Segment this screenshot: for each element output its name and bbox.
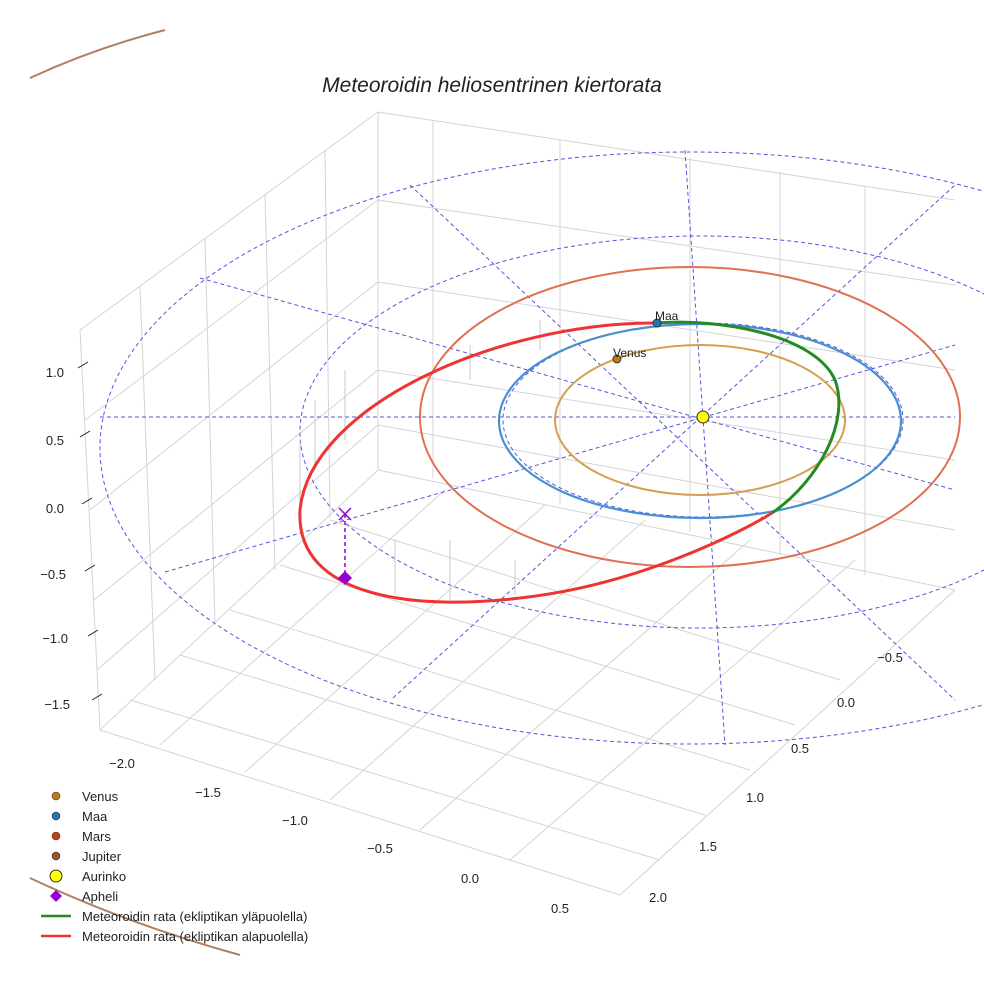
legend: Venus Maa Mars Jupiter Aurinko Apheli Meteoroi… — [36, 786, 308, 946]
earth-marker — [652, 318, 662, 328]
y-tick-label: 1.5 — [699, 839, 717, 854]
sun-marker — [696, 410, 710, 424]
x-tick-label: 0.0 — [461, 871, 479, 886]
legend-item: Meteoroidin rata (ekliptikan alapuolella… — [36, 926, 308, 946]
legend-marker-icon — [36, 869, 76, 883]
y-tick-label: 1.0 — [746, 790, 764, 805]
z-tick-label: −1.0 — [42, 631, 68, 646]
x-tick-label: −1.0 — [282, 813, 308, 828]
chart-title: Meteoroidin heliosentrinen kiertorata — [322, 74, 662, 97]
legend-item: Venus — [36, 786, 308, 806]
legend-label: Maa — [82, 808, 108, 824]
legend-marker-icon — [36, 889, 76, 903]
legend-marker-icon — [36, 851, 76, 861]
x-tick-label: −1.5 — [195, 785, 221, 800]
x-tick-label: 0.5 — [551, 901, 569, 916]
jupiter-orbit-arc — [29, 877, 241, 956]
mars-orbit — [419, 266, 961, 568]
grid-lines — [79, 111, 956, 896]
legend-item: Mars — [36, 826, 308, 846]
legend-marker-icon — [36, 811, 76, 821]
legend-label: Meteoroidin rata (ekliptikan yläpuolella… — [82, 908, 308, 924]
z-tick-label: 0.0 — [46, 501, 64, 516]
aphelion-projection-marker — [338, 507, 352, 521]
legend-item: Aurinko — [36, 866, 308, 886]
y-tick-label: −0.5 — [877, 650, 903, 665]
legend-item: Maa — [36, 806, 308, 826]
meteoroid-orbit-below — [298, 321, 773, 604]
jupiter-orbit-arc — [29, 29, 166, 79]
legend-marker-icon — [36, 913, 76, 919]
venus-orbit — [554, 344, 846, 496]
y-tick-label: 2.0 — [649, 890, 667, 905]
tick-marks — [77, 361, 103, 701]
legend-marker-icon — [36, 933, 76, 939]
venus-marker — [612, 354, 622, 364]
aphelion-marker — [338, 571, 352, 585]
meteoroid-stems — [299, 320, 541, 600]
meteoroid-orbit-above — [656, 320, 841, 515]
z-tick-label: −0.5 — [40, 567, 66, 582]
y-tick-label: 0.0 — [837, 695, 855, 710]
legend-marker-icon — [36, 791, 76, 801]
x-tick-label: −0.5 — [367, 841, 393, 856]
legend-marker-icon — [36, 831, 76, 841]
legend-label: Aurinko — [82, 868, 127, 884]
legend-item: Jupiter — [36, 846, 308, 866]
ecliptic-reference-grid — [99, 149, 984, 746]
legend-item: Meteoroidin rata (ekliptikan yläpuolella… — [36, 906, 308, 926]
x-tick-label: −2.0 — [109, 756, 135, 771]
legend-label: Mars — [82, 828, 111, 844]
legend-label: Venus — [82, 788, 119, 804]
y-tick-label: 0.5 — [791, 741, 809, 756]
legend-label: Meteoroidin rata (ekliptikan alapuolella… — [82, 928, 309, 944]
legend-item: Apheli — [36, 886, 308, 906]
z-tick-label: −1.5 — [44, 697, 70, 712]
pane-bottom-edge — [99, 469, 956, 731]
z-tick-label: 1.0 — [46, 365, 64, 380]
legend-label: Jupiter — [82, 848, 122, 864]
legend-label: Apheli — [82, 888, 119, 904]
venus-label: Venus — [613, 346, 646, 360]
earth-label: Maa — [655, 309, 679, 323]
z-tick-label: 0.5 — [46, 433, 64, 448]
